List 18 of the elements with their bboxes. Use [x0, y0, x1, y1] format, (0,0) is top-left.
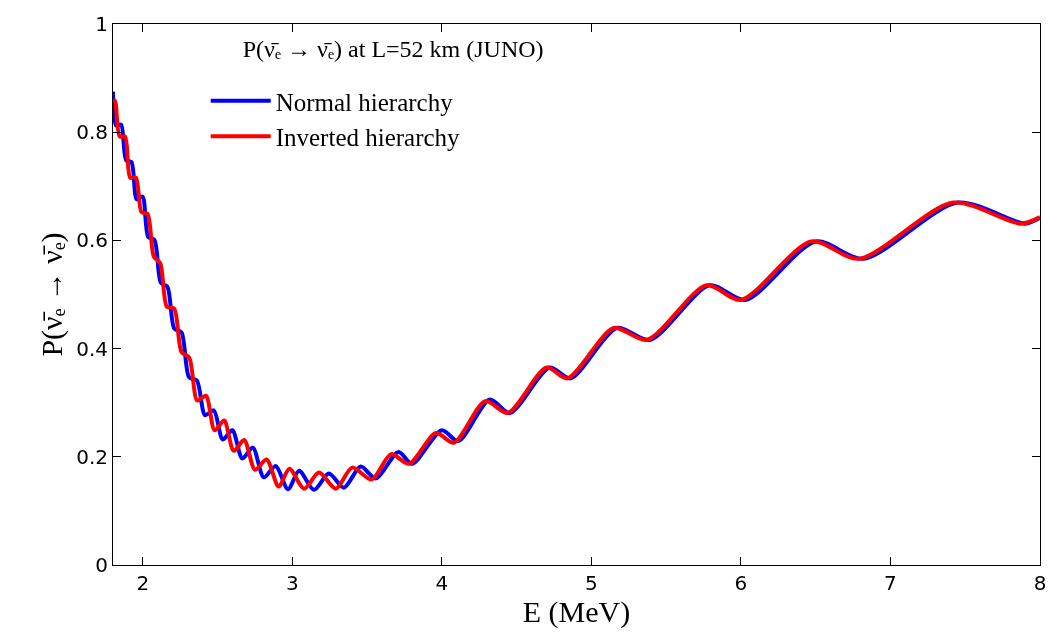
y-tick-label: 0.4 — [76, 336, 108, 361]
y-tick-label: 0.2 — [76, 444, 108, 469]
x-tick-label: 2 — [136, 571, 150, 595]
legend-label: Inverted hierarchy — [275, 124, 461, 152]
x-tick-label: 7 — [884, 571, 897, 595]
x-tick-label: 5 — [585, 571, 598, 595]
y-tick-label: 0 — [95, 553, 108, 577]
y-axis-title: P(ν̄ₑ → ν̄ₑ) — [35, 232, 70, 357]
y-tick-label: 0.6 — [76, 228, 108, 253]
x-tick-label: 4 — [435, 571, 449, 595]
y-tick-label: 0.8 — [76, 120, 108, 145]
x-axis-title: E (MeV) — [522, 595, 631, 629]
legend-label: Normal hierarchy — [275, 88, 454, 116]
x-tick-label: 8 — [1033, 571, 1047, 595]
x-tick-label: 6 — [734, 571, 748, 595]
y-tick-label: 1 — [95, 12, 108, 36]
x-tick-label: 3 — [286, 571, 299, 595]
text: P(ν̄ₑ → ν̄ₑ) at L=52 km (JUNO) — [242, 35, 544, 62]
